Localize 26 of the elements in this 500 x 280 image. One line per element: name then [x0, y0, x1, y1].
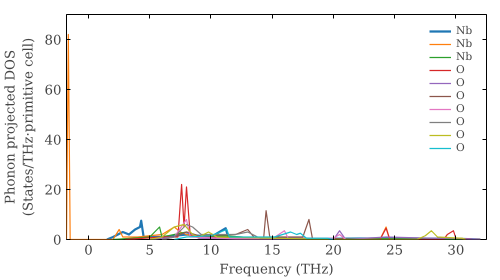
- legend-label: O: [456, 63, 466, 76]
- y-tick-label: 0: [53, 234, 62, 248]
- legend-label: O: [456, 141, 466, 154]
- x-tick-label: 30: [447, 244, 464, 258]
- legend-label: O: [456, 128, 466, 141]
- y-tick-label: 80: [44, 34, 62, 48]
- x-tick-label: 15: [264, 244, 281, 258]
- legend-label: Nb: [456, 24, 474, 37]
- legend-label: Nb: [456, 37, 474, 50]
- y-tick-label: 60: [44, 84, 62, 98]
- x-tick-label: 5: [146, 244, 154, 258]
- x-tick-label: 20: [324, 244, 342, 258]
- y-axis-title: Phonon projected DOS (States/THz·primitive cell): [4, 38, 37, 216]
- x-tick-label: 10: [202, 244, 220, 258]
- line-series: [149, 224, 466, 240]
- y-tick-label: 20: [44, 184, 62, 198]
- legend-label: O: [456, 76, 466, 89]
- legend-label: Nb: [456, 50, 474, 63]
- x-axis-title: Frequency (THz): [219, 262, 334, 278]
- line-series: [174, 228, 334, 240]
- x-tick-label: 0: [84, 244, 93, 258]
- legend-label: O: [456, 115, 466, 128]
- y-tick-label: 40: [44, 134, 62, 148]
- legend-label: O: [456, 102, 466, 115]
- legend-label: O: [456, 89, 466, 102]
- x-tick-label: 25: [386, 244, 404, 258]
